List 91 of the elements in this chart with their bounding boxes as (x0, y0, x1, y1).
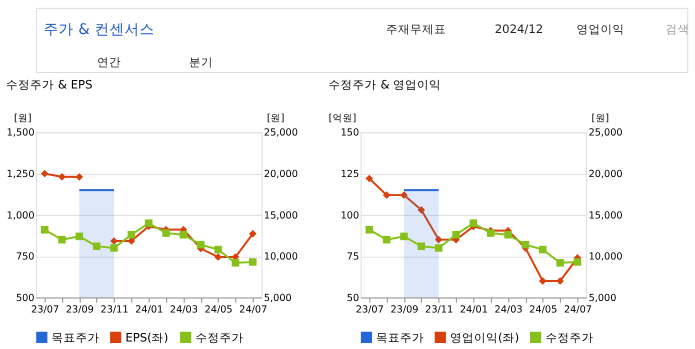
point (400, 232, 408, 240)
chart-title: 수정주가 & EPS (6, 78, 92, 92)
point (434, 244, 442, 252)
point (366, 174, 374, 182)
point (196, 240, 205, 248)
x-tick-label: 24/01 (135, 304, 164, 316)
point (58, 236, 66, 244)
x-tick-label: 23/09 (390, 304, 418, 316)
point (40, 226, 48, 234)
text: 검색 (666, 22, 690, 36)
legend-label: 수정주가 (195, 330, 244, 344)
point (249, 258, 257, 266)
y2-tick-label: 5,000 (588, 292, 616, 304)
point (92, 242, 100, 250)
point (110, 237, 118, 245)
point (162, 229, 170, 237)
text: 영업이익 (576, 22, 624, 36)
point (214, 246, 222, 254)
x-tick-label: 23/07 (356, 304, 384, 316)
point (128, 230, 136, 238)
point (249, 230, 257, 238)
y-axis-title: [억원] (328, 113, 356, 124)
point (574, 258, 582, 266)
y2-tick-label: 25,000 (264, 128, 298, 139)
point (434, 236, 442, 244)
point (366, 226, 374, 234)
y2-tick-label: 10,000 (264, 252, 298, 263)
point (556, 259, 564, 267)
y2-axis-title: [원] (266, 113, 284, 124)
legend-label: 목표주가 (52, 330, 100, 344)
point (214, 253, 222, 261)
point (486, 229, 494, 237)
point (470, 219, 478, 227)
legend-label: 수정주가 (545, 330, 594, 344)
point (232, 259, 240, 267)
point (110, 244, 118, 252)
y-tick-label: 150 (340, 128, 360, 139)
x-tick-label: 24/03 (494, 304, 523, 316)
text: 주재무제표 (386, 22, 446, 36)
text: 분기 (189, 55, 214, 70)
x-tick-label: 24/05 (529, 304, 558, 316)
point (418, 206, 426, 214)
y-tick-label: 100 (340, 210, 360, 222)
y2-axis-title: [원] (591, 113, 610, 124)
legend-label: 목표주가 (376, 330, 424, 344)
y-tick-label: 1,250 (6, 168, 35, 180)
y-tick-label: 750 (16, 252, 35, 263)
x-tick-label: 24/07 (564, 304, 592, 316)
text: 주가 & 컨센서스 (44, 21, 154, 38)
point (40, 170, 48, 178)
y-tick-label: 1,000 (6, 210, 35, 222)
point (382, 191, 390, 199)
x-tick-label: 24/01 (460, 304, 488, 316)
y2-tick-label: 25,000 (588, 128, 623, 139)
y2-tick-label: 20,000 (588, 168, 623, 180)
legend-label: EPS(좌) (125, 330, 168, 344)
point (452, 230, 460, 238)
y2-tick-label: 10,000 (588, 252, 623, 263)
x-tick-label: 23/11 (425, 304, 454, 316)
point (180, 230, 188, 238)
y-tick-label: 500 (16, 292, 35, 304)
point (556, 277, 564, 285)
point (76, 173, 84, 181)
point (58, 173, 66, 181)
point (382, 236, 390, 244)
text: 연간 (96, 55, 121, 70)
point (504, 230, 512, 238)
point (522, 240, 530, 248)
point (418, 242, 426, 250)
x-tick-label: 23/07 (31, 304, 60, 316)
y-axis-title: [원] (14, 113, 32, 124)
chart-title: 수정주가 & 영업이익 (328, 78, 442, 92)
x-tick-label: 23/11 (100, 304, 129, 316)
y2-tick-label: 15,000 (264, 210, 298, 222)
y2-tick-label: 15,000 (588, 210, 623, 222)
point (76, 232, 84, 240)
y2-tick-label: 5,000 (264, 292, 292, 304)
point (400, 191, 408, 199)
y-tick-label: 50 (346, 292, 360, 304)
x-tick-label: 24/03 (170, 304, 198, 316)
point (144, 219, 152, 227)
y-tick-label: 75 (346, 252, 360, 263)
text: 2024/12 (494, 22, 544, 36)
y2-tick-label: 20,000 (264, 168, 298, 180)
x-tick-label: 24/07 (239, 304, 268, 316)
legend-label: 영업이익(좌) (450, 330, 520, 344)
y-tick-label: 1,500 (6, 128, 35, 139)
point (539, 246, 547, 254)
x-tick-label: 23/09 (66, 304, 94, 316)
x-tick-label: 24/05 (204, 304, 233, 316)
y-tick-label: 125 (340, 168, 360, 180)
